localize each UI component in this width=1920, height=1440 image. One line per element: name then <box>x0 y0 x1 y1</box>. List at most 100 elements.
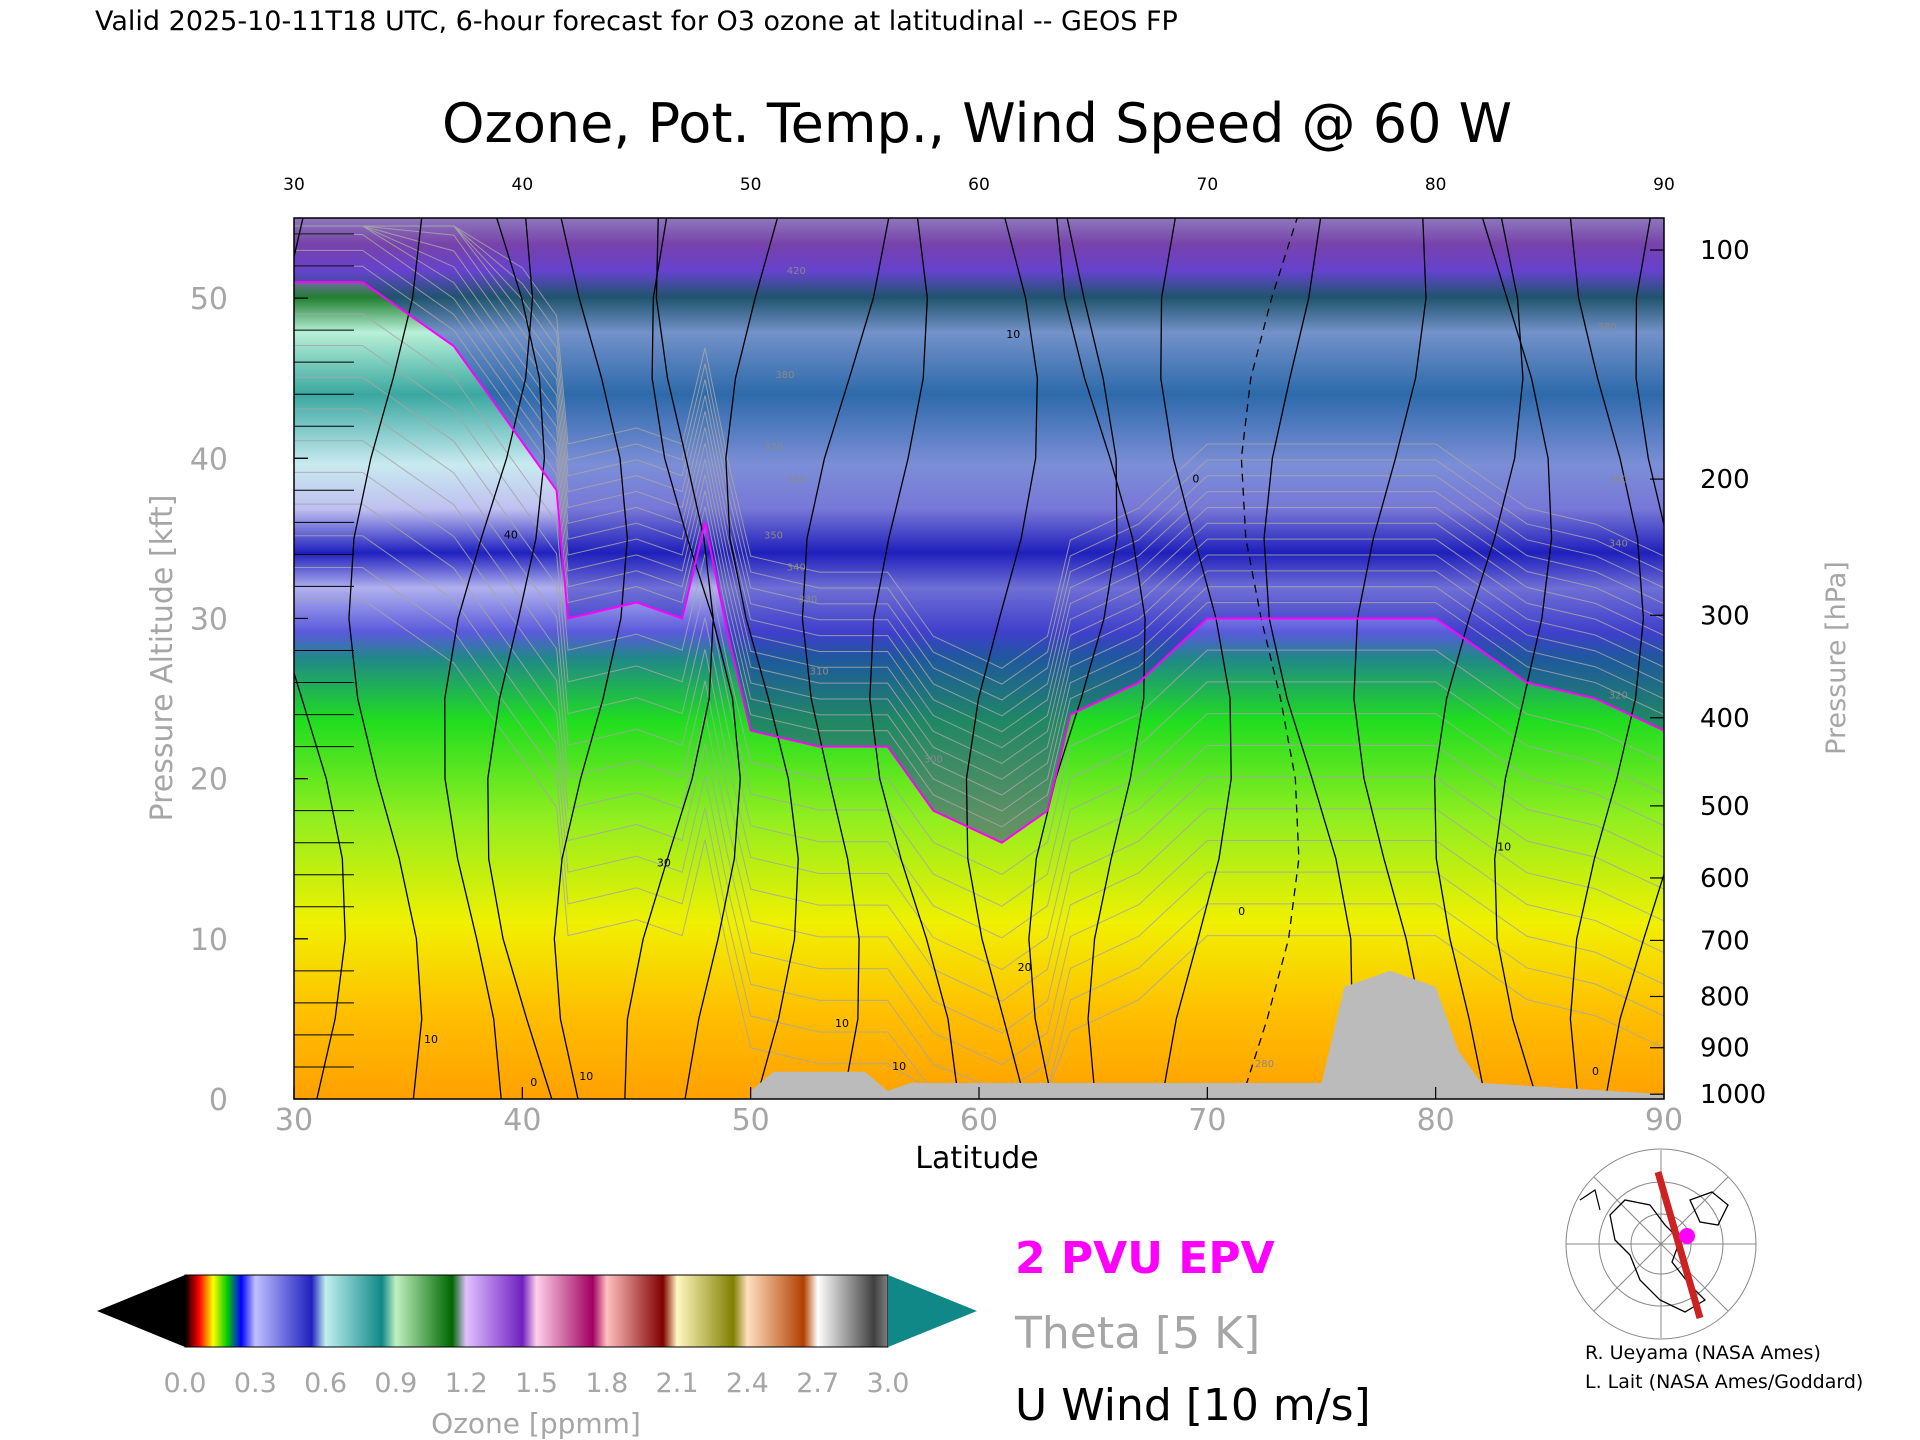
theta-contour <box>294 225 1664 685</box>
x-tick-label: 40 <box>503 1103 541 1138</box>
contour-labels: 0 10 10 40 30 10 10 20 0 10 0 10 0 <box>424 328 1599 1089</box>
wind-contour <box>801 218 890 1099</box>
x-tick-label: 60 <box>960 1103 998 1138</box>
wind-contour <box>651 218 741 1099</box>
pressure-tick-label: 200 <box>1700 465 1750 495</box>
theta-contour <box>294 233 1664 796</box>
wind-contour <box>294 218 346 1099</box>
legend-theta: Theta [5 K] <box>1014 1308 1260 1359</box>
y-tick-label: 40 <box>190 442 228 477</box>
y-tick-label: 0 <box>209 1083 228 1118</box>
pressure-tick-label: 900 <box>1700 1034 1750 1064</box>
theta-contour <box>294 225 1664 701</box>
credit-author-2: L. Lait (NASA Ames/Goddard) <box>1585 1371 1864 1393</box>
wind-contour <box>1433 218 1524 1099</box>
wind-contour <box>1604 218 1664 1099</box>
y-tick-label: 20 <box>190 763 228 798</box>
wind-contour <box>1160 218 1232 1099</box>
x-top-tick-label: 50 <box>740 175 762 195</box>
location-marker <box>1679 1228 1695 1244</box>
wind-contour-label: 10 <box>579 1070 593 1083</box>
theta-contour <box>294 503 1664 1066</box>
axes: 30 40 50 60 70 80 90 30 40 50 60 70 80 90 0 10 20 30 40 5… <box>190 175 1766 1138</box>
wind-contour <box>965 218 1038 1099</box>
wind-contour <box>1263 218 1353 1099</box>
wind-contour-label: 40 <box>504 528 518 541</box>
theta-contour <box>294 471 1664 1034</box>
wind-contour-label: 0 <box>1192 472 1199 485</box>
theta-contour <box>294 567 1664 1092</box>
wind-contour-label: 0 <box>1238 905 1245 918</box>
colorbar-tick-label: 2.1 <box>656 1368 699 1399</box>
theta-contour-label: 350 <box>764 530 783 541</box>
colorbar-tick-label: 1.8 <box>585 1368 628 1399</box>
wind-contour-label: 20 <box>1018 961 1032 974</box>
colorbar-tick-label: 0.0 <box>164 1368 207 1399</box>
colorbar-tick-label: 0.3 <box>234 1368 277 1399</box>
theta-contour-label: 370 <box>764 442 783 453</box>
theta-contour-label: 360 <box>1609 474 1628 485</box>
wind-contour <box>1240 218 1300 1099</box>
colorbar-label: Ozone [ppmm] <box>431 1407 641 1440</box>
theta-contours <box>294 225 1664 1092</box>
y-tick-label: 30 <box>190 602 228 637</box>
wind-contour <box>624 218 714 1099</box>
colorbar: 0.0 0.3 0.6 0.9 1.2 1.5 1.8 2.1 2.4 2.7 3.0 Ozone … <box>97 1274 977 1440</box>
theta-contour-label: 300 <box>924 755 943 766</box>
colorbar-under-arrow <box>97 1275 185 1347</box>
pressure-tick-label: 300 <box>1700 601 1750 631</box>
colorbar-tick-label: 0.9 <box>374 1368 417 1399</box>
x-axis-bottom: 30 40 50 60 70 80 90 <box>275 1087 1683 1138</box>
wind-contour <box>869 218 960 1099</box>
pressure-tick-label: 700 <box>1700 926 1750 956</box>
terrain-mask <box>750 970 1664 1099</box>
theta-contour <box>294 225 1664 749</box>
wind-contour <box>1028 218 1118 1099</box>
theta-contour <box>294 225 1664 780</box>
colorbar-ticks: 0.0 0.3 0.6 0.9 1.2 1.5 1.8 2.1 2.4 2.7 3.0 <box>164 1368 910 1399</box>
colorbar-tick-label: 1.2 <box>445 1368 488 1399</box>
wind-contours <box>294 218 1664 1099</box>
wind-contour-label: 10 <box>424 1033 438 1046</box>
wind-contour-label: 10 <box>892 1060 906 1073</box>
wind-contour-label: 0 <box>530 1076 537 1089</box>
credit-author-1: R. Ueyama (NASA Ames) <box>1585 1342 1821 1364</box>
theta-contour <box>294 225 1664 764</box>
colorbar-tick-label: 2.4 <box>726 1368 769 1399</box>
cross-section-line <box>1654 1171 1704 1319</box>
x-axis-top: 30 40 50 60 70 80 90 <box>283 175 1675 195</box>
theta-contour <box>294 440 1664 1002</box>
colorbar-over-arrow <box>888 1275 977 1347</box>
theta-contour <box>294 225 1664 669</box>
theta-contour-label: 380 <box>1597 322 1616 333</box>
y-tick-label: 50 <box>190 282 228 317</box>
y-axis-left: 0 10 20 30 40 50 <box>190 233 354 1118</box>
x-tick-label: 30 <box>275 1103 313 1138</box>
legend-epv: 2 PVU EPV <box>1015 1233 1275 1284</box>
theta-contour <box>294 408 1664 971</box>
x-top-tick-label: 40 <box>512 175 534 195</box>
ozone-field <box>294 218 1664 1099</box>
wind-contour <box>348 218 423 1099</box>
wind-contour <box>487 218 553 1099</box>
x-tick-label: 90 <box>1645 1103 1683 1138</box>
wind-contour <box>1481 218 1553 1099</box>
pressure-tick-label: 1000 <box>1700 1080 1766 1110</box>
theta-contour-label: 330 <box>798 594 817 605</box>
wind-contour-label: 10 <box>1006 328 1020 341</box>
wind-contour <box>444 218 534 1099</box>
plot-area: 0 10 10 40 30 10 10 20 0 10 0 10 0 420 380 370 360 350 34… <box>294 218 1664 1099</box>
theta-contour-label: 380 <box>775 370 794 381</box>
theta-contour <box>294 313 1664 876</box>
stratosphere-band <box>294 218 1664 843</box>
x-tick-label: 80 <box>1417 1103 1455 1138</box>
wind-contour <box>1353 218 1427 1099</box>
legend-u-wind: U Wind [10 m/s] <box>1015 1380 1371 1431</box>
colorbar-tick-label: 2.7 <box>796 1368 839 1399</box>
y-tick-label: 10 <box>190 923 228 958</box>
theta-contour <box>294 376 1664 939</box>
x-tick-label: 70 <box>1188 1103 1226 1138</box>
x-top-tick-label: 90 <box>1653 175 1675 195</box>
